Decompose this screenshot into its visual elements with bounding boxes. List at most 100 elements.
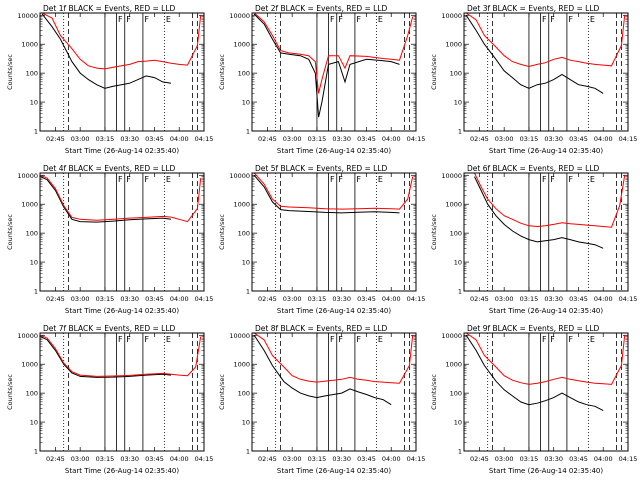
y-tick-label: 1 [34, 128, 38, 136]
x-tick-label: 04:00 [170, 135, 189, 143]
y-tick-label: 1 [458, 128, 462, 136]
y-tick-label: 10 [242, 419, 250, 427]
plot-frame [463, 332, 629, 452]
x-tick-label: 04:15 [619, 295, 638, 303]
y-tick-label: 1000 [21, 41, 38, 49]
x-tick-label: 03:15 [96, 455, 115, 463]
x-tick-label: 04:15 [407, 135, 426, 143]
y-axis-label: Counts/sec [6, 214, 14, 250]
y-axis-label: Counts/sec [218, 54, 226, 90]
x-tick-label: 03:45 [145, 135, 164, 143]
plot-frame [463, 172, 629, 292]
y-tick-label: 100 [26, 390, 38, 398]
y-axis-label: Counts/sec [6, 374, 14, 410]
x-tick-label: 04:15 [619, 455, 638, 463]
event-marker-label: F [330, 335, 335, 344]
series-events [40, 176, 172, 223]
x-tick-label: 03:30 [544, 455, 563, 463]
x-tick-label: 03:30 [544, 135, 563, 143]
series-events [41, 13, 172, 89]
x-tick-label: 03:00 [495, 295, 514, 303]
x-axis-label: Start Time (26-Aug-14 02:35:40) [65, 467, 179, 475]
y-tick-label: 1000 [445, 361, 462, 369]
y-tick-label: 1000 [21, 201, 38, 209]
x-tick-label: 03:30 [120, 135, 139, 143]
y-tick-label: 10000 [229, 172, 250, 180]
x-tick-label: 03:45 [357, 295, 376, 303]
series-events [253, 13, 400, 118]
chart-title: Det 2f BLACK = Events, RED = LLD [255, 4, 388, 13]
event-marker-label: F [338, 175, 343, 184]
y-axis-label: Counts/sec [430, 54, 438, 90]
y-tick-label: 10000 [441, 332, 462, 340]
x-tick-label: 03:15 [96, 295, 115, 303]
chart-panel-4: Det 4f BLACK = Events, RED = LLD Counts/s… [6, 164, 213, 315]
series-lld [474, 173, 626, 228]
y-tick-label: 10 [454, 99, 462, 107]
x-tick-label: 03:30 [332, 455, 351, 463]
chart-title: Det 7f BLACK = Events, RED = LLD [43, 324, 176, 333]
plot-frame [251, 12, 417, 132]
y-tick-label: 100 [26, 70, 38, 78]
event-marker-label: F [550, 175, 555, 184]
series-lld [253, 333, 414, 384]
event-marker-label: F [118, 175, 123, 184]
y-axis-label: Counts/sec [430, 374, 438, 410]
chart-title: Det 9f BLACK = Events, RED = LLD [467, 324, 600, 333]
y-tick-label: 100 [26, 230, 38, 238]
y-tick-label: 10 [454, 259, 462, 267]
x-tick-label: 04:00 [382, 455, 401, 463]
series-lld [465, 333, 626, 385]
x-tick-label: 03:45 [569, 135, 588, 143]
event-marker-label: F [338, 335, 343, 344]
event-marker-label: F [330, 15, 335, 24]
event-marker-label: F [144, 15, 149, 24]
chart-title: Det 1f BLACK = Events, RED = LLD [43, 4, 176, 13]
y-tick-label: 100 [238, 230, 250, 238]
y-tick-label: 1 [246, 448, 250, 456]
y-axis-label: Counts/sec [6, 54, 14, 90]
series-lld [40, 334, 202, 377]
plot-frame [463, 12, 629, 132]
x-tick-label: 03:00 [283, 455, 302, 463]
x-axis-label: Start Time (26-Aug-14 02:35:40) [277, 307, 391, 315]
event-marker-label: E [166, 175, 171, 184]
x-tick-label: 03:30 [332, 295, 351, 303]
event-marker-label: F [118, 15, 123, 24]
plot-frame [39, 332, 205, 452]
event-marker-label: F [356, 15, 361, 24]
x-tick-label: 03:15 [520, 135, 539, 143]
event-marker-label: E [166, 15, 171, 24]
plot-frame [251, 332, 417, 452]
x-tick-label: 04:00 [382, 135, 401, 143]
event-marker-label: F [144, 335, 149, 344]
y-tick-label: 100 [450, 230, 462, 238]
series-events [253, 174, 400, 214]
y-axis-label: Counts/sec [430, 214, 438, 250]
y-tick-label: 1 [246, 128, 250, 136]
y-tick-label: 10 [30, 99, 38, 107]
chart-panel-3: Det 3f BLACK = Events, RED = LLD Counts/s… [430, 4, 637, 155]
y-tick-label: 1 [34, 448, 38, 456]
y-tick-label: 1 [458, 448, 462, 456]
event-marker-label: F [330, 175, 335, 184]
x-tick-label: 04:15 [619, 135, 638, 143]
x-tick-label: 04:15 [195, 455, 214, 463]
x-tick-label: 03:45 [357, 455, 376, 463]
y-tick-label: 10000 [229, 12, 250, 20]
event-marker-label: F [568, 175, 573, 184]
event-marker-label: E [590, 335, 595, 344]
chart-panel-6: Det 6f BLACK = Events, RED = LLD Counts/s… [430, 164, 637, 315]
x-tick-label: 02:45 [258, 135, 277, 143]
x-tick-label: 04:15 [407, 455, 426, 463]
y-tick-label: 10 [30, 419, 38, 427]
x-tick-label: 02:45 [470, 455, 489, 463]
x-tick-label: 04:00 [170, 455, 189, 463]
y-tick-label: 1000 [233, 361, 250, 369]
x-axis-label: Start Time (26-Aug-14 02:35:40) [277, 467, 391, 475]
x-tick-label: 03:45 [569, 455, 588, 463]
y-tick-label: 1 [246, 288, 250, 296]
series-events [253, 335, 392, 406]
event-marker-label: F [338, 15, 343, 24]
y-tick-label: 1000 [445, 41, 462, 49]
